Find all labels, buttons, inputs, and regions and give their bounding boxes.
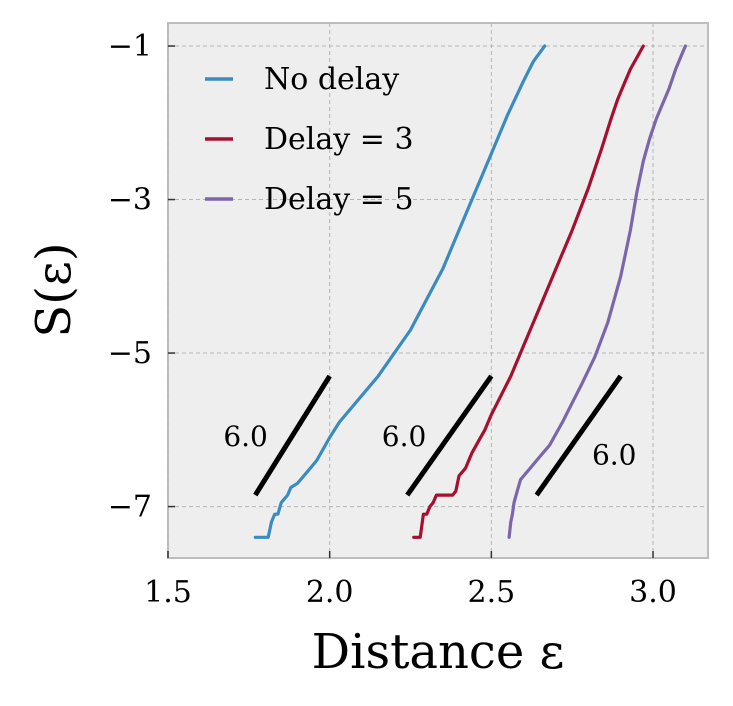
- x-tick-label: 3.0: [629, 575, 677, 610]
- slope-annotation-label: 6.0: [592, 438, 637, 471]
- legend: No delay Delay = 3 Delay = 5: [205, 62, 414, 217]
- slope-annotation-label: 6.0: [382, 420, 427, 453]
- slope-annotation-label: 6.0: [223, 420, 268, 453]
- x-tick-label: 2.5: [467, 575, 515, 610]
- x-tick-label: 2.0: [306, 575, 354, 610]
- y-axis-label: S(ε): [26, 242, 82, 337]
- y-tick-label: −7: [108, 490, 152, 525]
- slope-reference-line: [534, 374, 623, 497]
- slope-reference-line: [405, 374, 494, 497]
- legend-label: Delay = 3: [264, 122, 414, 157]
- y-tick-label: −3: [108, 183, 152, 218]
- series-lines: [253, 44, 688, 539]
- x-axis-label: Distance ε: [312, 624, 565, 680]
- slope-reference-line: [253, 374, 332, 497]
- x-tick-label: 1.5: [144, 575, 192, 610]
- series-line-3: [507, 44, 688, 539]
- y-tick-label: −5: [108, 336, 152, 371]
- grid: [167, 23, 708, 558]
- y-tick-label: −1: [108, 29, 152, 64]
- legend-label: Delay = 5: [264, 182, 414, 217]
- slope-annotations: 6.0 6.0 6.0: [223, 374, 637, 497]
- series-line-2: [412, 44, 645, 539]
- ticks: 1.5 2.0 2.5 3.0 −1 −3 −5 −7: [108, 29, 677, 610]
- series-line-1: [253, 44, 547, 539]
- plot-area: [167, 22, 709, 559]
- legend-label: No delay: [264, 62, 399, 97]
